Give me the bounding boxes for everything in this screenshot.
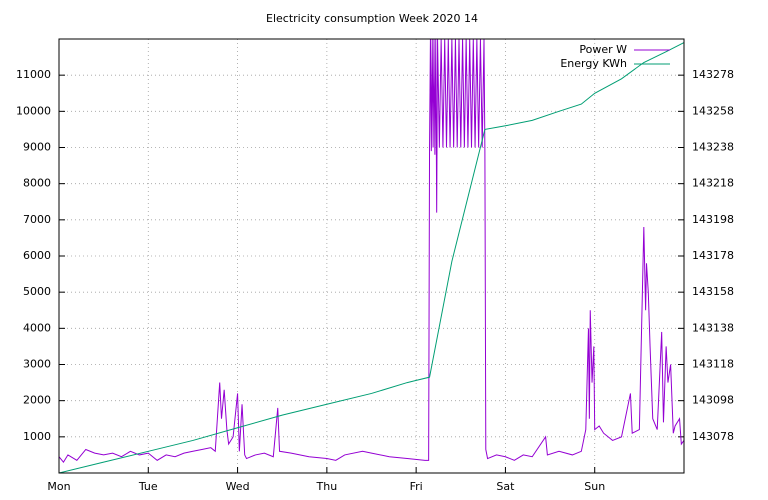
plot-frame: [58, 38, 685, 474]
legend-label: Power W: [579, 43, 627, 56]
y-tick-label: 8000: [23, 177, 51, 190]
y2-tick-label: 143098: [692, 394, 734, 407]
chart-title: Electricity consumption Week 2020 14: [266, 12, 478, 25]
x-tick-label: Mon: [47, 480, 70, 493]
y-tick-label: 10000: [16, 104, 51, 117]
x-tick-label: Sun: [584, 480, 605, 493]
series-line: [59, 42, 684, 473]
y2-tick-label: 143158: [692, 285, 734, 298]
y-tick-label: 7000: [23, 213, 51, 226]
y2-tick-label: 143218: [692, 177, 734, 190]
y2-tick-label: 143258: [692, 104, 734, 117]
x-tick-label: Sat: [496, 480, 515, 493]
series-line: [59, 39, 684, 464]
y-tick-label: 5000: [23, 285, 51, 298]
y2-tick-label: 143178: [692, 249, 734, 262]
legend-label: Energy KWh: [560, 57, 627, 70]
y-tick-label: 6000: [23, 249, 51, 262]
y-tick-label: 11000: [16, 68, 51, 81]
y2-tick-label: 143278: [692, 68, 734, 81]
x-tick-label: Fri: [410, 480, 423, 493]
x-tick-label: Tue: [138, 480, 158, 493]
y-tick-label: 3000: [23, 358, 51, 371]
x-tick-label: Wed: [226, 480, 250, 493]
y-tick-label: 4000: [23, 321, 51, 334]
y2-tick-label: 143198: [692, 213, 734, 226]
y-tick-label: 2000: [23, 394, 51, 407]
y2-tick-label: 143118: [692, 358, 734, 371]
y2-tick-label: 143078: [692, 430, 734, 443]
y-tick-label: 1000: [23, 430, 51, 443]
y2-tick-label: 143238: [692, 141, 734, 154]
y2-tick-label: 143138: [692, 321, 734, 334]
plot-area: [59, 39, 684, 473]
x-tick-label: Thu: [316, 480, 338, 493]
y-tick-label: 9000: [23, 141, 51, 154]
